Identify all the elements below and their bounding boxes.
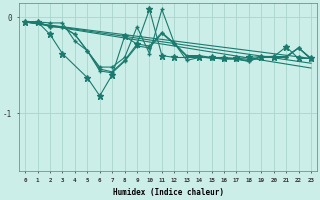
X-axis label: Humidex (Indice chaleur): Humidex (Indice chaleur): [113, 188, 224, 197]
